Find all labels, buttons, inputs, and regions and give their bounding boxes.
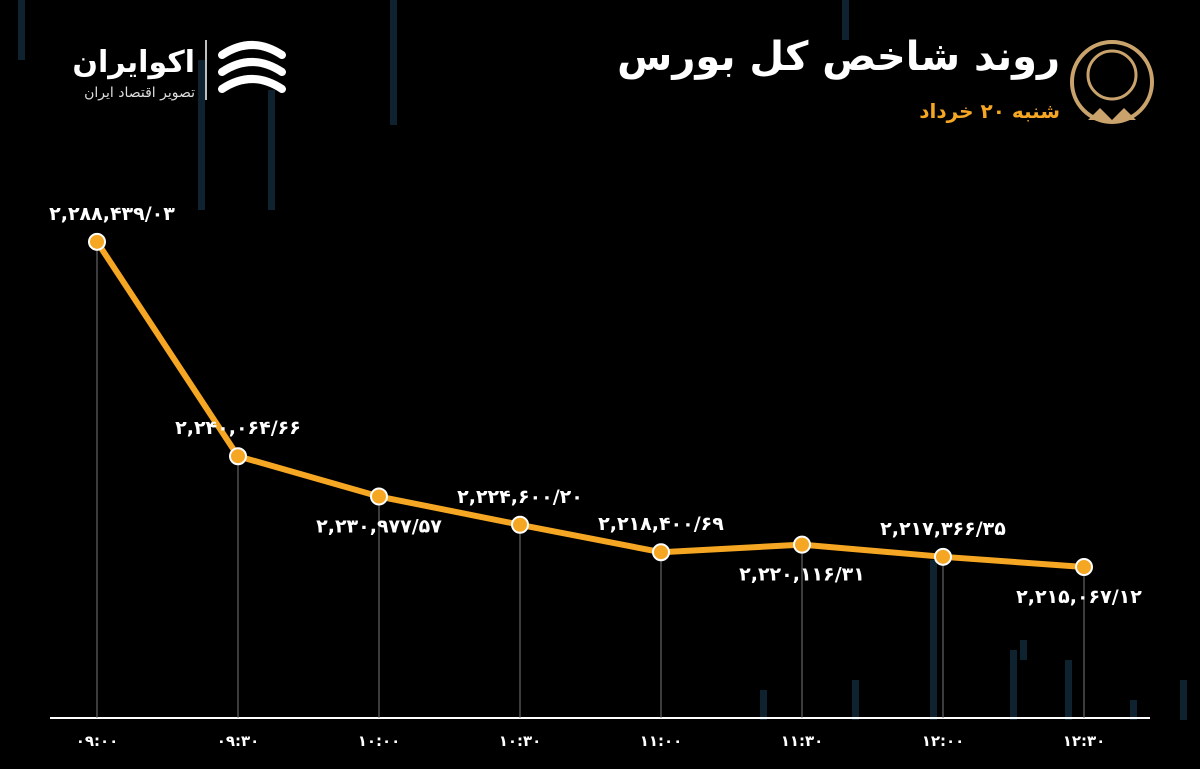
- value-label: ۲,۲۸۸,۴۳۹/۰۳: [49, 203, 175, 225]
- brand-logo: [205, 40, 286, 100]
- value-label: ۲,۲۱۵,۰۶۷/۱۲: [1016, 586, 1142, 608]
- point: [793, 535, 811, 554]
- point: [370, 487, 388, 506]
- point: [88, 232, 106, 251]
- brand-name: اکوایران: [72, 45, 195, 80]
- chart-title: روند شاخص کل بورس: [617, 34, 1060, 80]
- value-label: ۲,۲۳۰,۹۷۷/۵۷: [316, 515, 442, 537]
- x-tick-label: ۱۱:۰۰: [640, 732, 683, 750]
- point: [511, 515, 529, 534]
- point: [1075, 558, 1093, 577]
- x-tick-label: ۱۲:۰۰: [922, 732, 965, 750]
- value-label: ۲,۲۱۸,۴۰۰/۶۹: [598, 513, 724, 535]
- point: [934, 547, 952, 566]
- value-label: ۲,۲۴۰,۰۶۴/۶۶: [175, 417, 301, 439]
- x-tick-label: ۱۰:۰۰: [358, 732, 401, 750]
- value-label: ۲,۲۱۷,۳۶۶/۳۵: [880, 518, 1006, 540]
- point: [652, 543, 670, 562]
- x-tick-label: ۱۱:۳۰: [781, 732, 824, 750]
- value-label: ۲,۲۲۴,۶۰۰/۲۰: [457, 486, 583, 508]
- value-label: ۲,۲۲۰,۱۱۶/۳۱: [739, 564, 865, 586]
- x-tick-label: ۰۹:۳۰: [217, 732, 260, 750]
- x-tick-label: ۱۲:۳۰: [1063, 732, 1106, 750]
- index-line: [94, 240, 1085, 571]
- point: [229, 447, 247, 466]
- x-tick-label: ۱۰:۳۰: [499, 732, 542, 750]
- background-candles: [18, 0, 1187, 720]
- brand-tagline: تصویر اقتصاد ایران: [84, 85, 195, 101]
- emblem: [1070, 40, 1154, 124]
- x-tick-label: ۰۹:۰۰: [76, 732, 119, 750]
- chart-subtitle: شنبه ۲۰ خرداد: [919, 99, 1060, 123]
